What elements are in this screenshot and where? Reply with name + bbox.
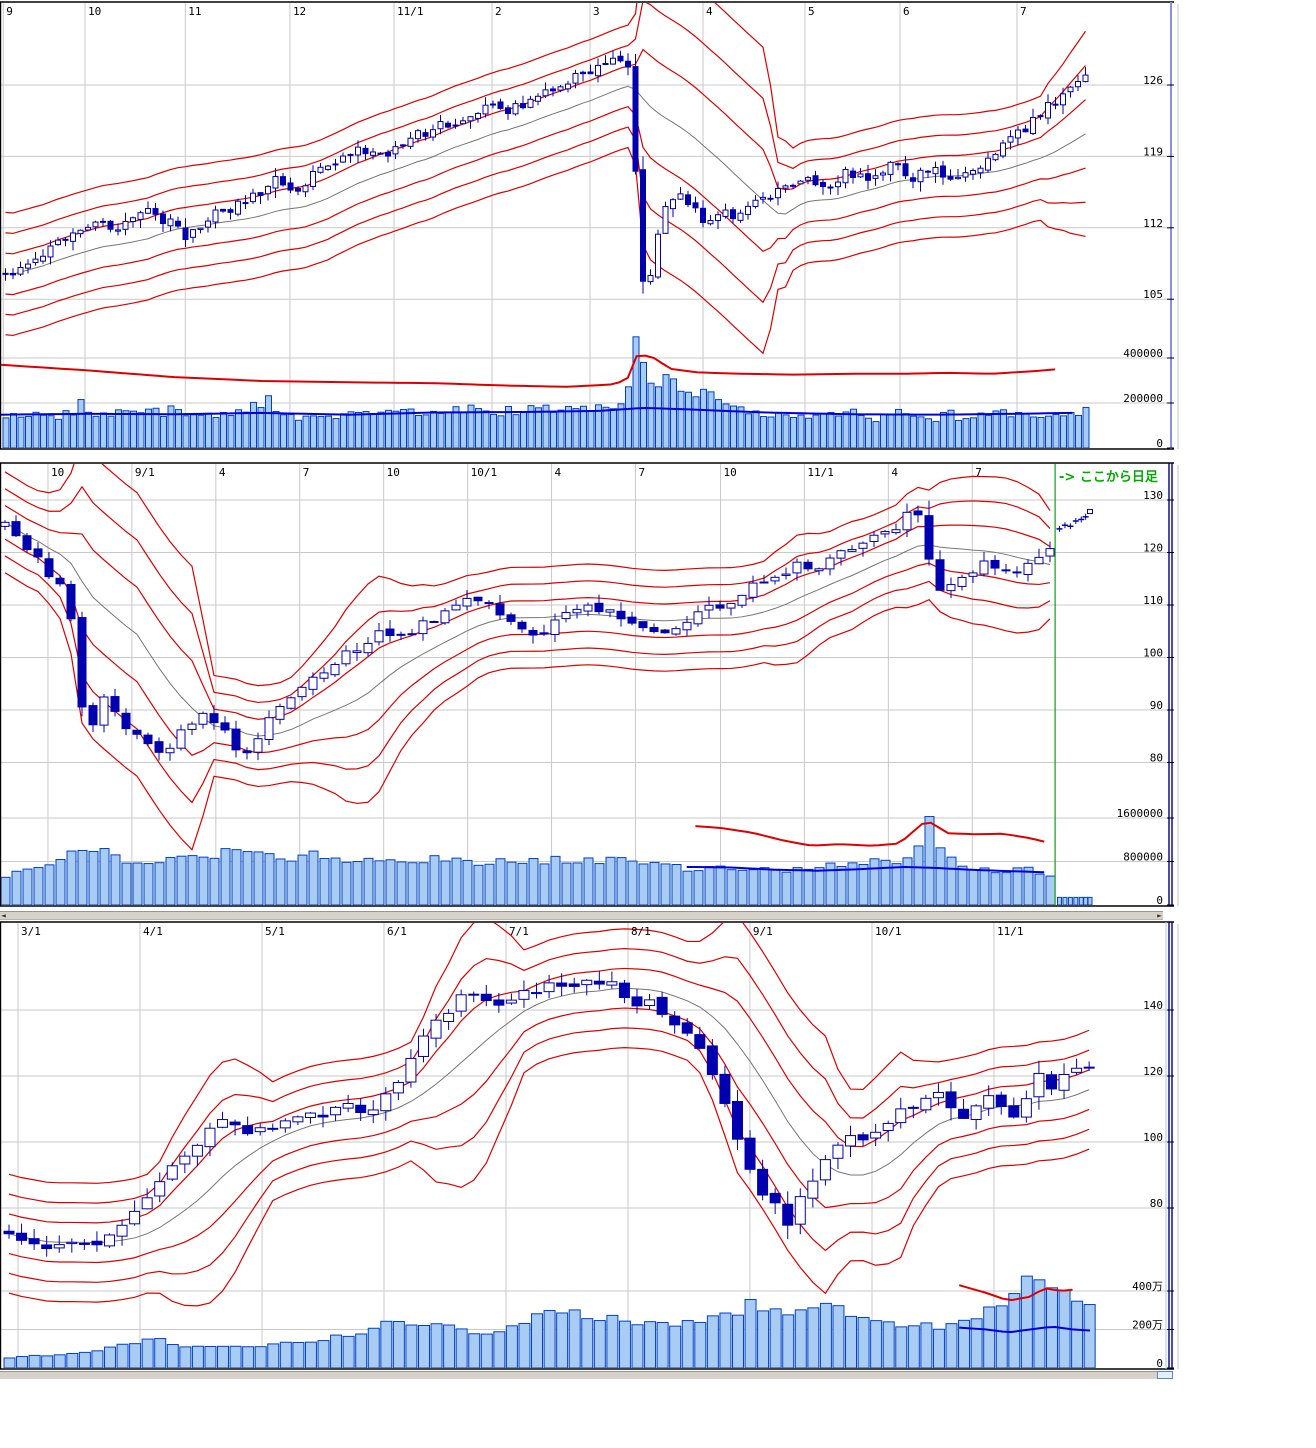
svg-text:100: 100 (1143, 1131, 1163, 1144)
svg-text:200万: 200万 (1132, 1319, 1163, 1332)
svg-text:140: 140 (1143, 999, 1163, 1012)
scrollbar-left-arrow-icon[interactable]: ◄ (1, 911, 6, 920)
svg-text:11/1: 11/1 (397, 5, 424, 18)
svg-text:9/1: 9/1 (135, 466, 155, 479)
svg-text:80: 80 (1150, 1197, 1163, 1210)
svg-text:11: 11 (188, 5, 201, 18)
svg-text:4/1: 4/1 (143, 925, 163, 938)
svg-text:6/1: 6/1 (387, 925, 407, 938)
svg-text:10: 10 (88, 5, 101, 18)
svg-text:5: 5 (808, 5, 815, 18)
svg-text:80: 80 (1150, 752, 1163, 765)
svg-text:200000: 200000 (1123, 392, 1163, 405)
horizontal-scrollbar-middle[interactable]: ◄ ► (0, 911, 1163, 920)
svg-text:7: 7 (975, 466, 982, 479)
svg-text:100: 100 (1143, 647, 1163, 660)
svg-text:0: 0 (1156, 1357, 1163, 1370)
svg-text:5/1: 5/1 (265, 925, 285, 938)
svg-text:4: 4 (891, 466, 898, 479)
svg-text:10/1: 10/1 (471, 466, 498, 479)
svg-text:4: 4 (706, 5, 713, 18)
daily-chart-series (0, 3, 1090, 448)
svg-text:3: 3 (593, 5, 600, 18)
svg-text:9/1: 9/1 (753, 925, 773, 938)
svg-text:126: 126 (1143, 74, 1163, 87)
svg-text:11/1: 11/1 (807, 466, 834, 479)
svg-text:120: 120 (1143, 542, 1163, 555)
svg-text:130: 130 (1143, 489, 1163, 502)
svg-text:7: 7 (303, 466, 310, 479)
weekly-chart-series (0, 464, 1093, 905)
svg-text:120: 120 (1143, 1065, 1163, 1078)
svg-text:0: 0 (1156, 894, 1163, 907)
svg-text:8/1: 8/1 (631, 925, 651, 938)
weekly-chart-panel: 10 9/1 4 7 10 10/1 4 7 10 11/1 4 7 130 120 110 100 90 80 1… (0, 462, 1179, 907)
monthly-chart-series (3, 923, 1096, 1368)
scrollbar-corner-box[interactable] (1157, 1371, 1173, 1379)
svg-text:1600000: 1600000 (1117, 807, 1163, 820)
scrollbar-right-arrow-icon[interactable]: ► (1157, 911, 1162, 920)
svg-text:7/1: 7/1 (509, 925, 529, 938)
horizontal-scrollbar-bottom[interactable] (0, 1371, 1173, 1379)
svg-text:4: 4 (219, 466, 226, 479)
svg-text:400万: 400万 (1132, 1280, 1163, 1293)
svg-text:6: 6 (903, 5, 910, 18)
monthly-chart-panel: 3/1 4/1 5/1 6/1 7/1 8/1 9/1 10/1 11/1 140 120 100 80… (0, 921, 1179, 1370)
svg-text:0: 0 (1156, 437, 1163, 450)
svg-text:7: 7 (1020, 5, 1027, 18)
svg-text:10: 10 (387, 466, 400, 479)
svg-text:119: 119 (1143, 145, 1163, 158)
svg-text:105: 105 (1143, 288, 1163, 301)
daily-from-here-annotation: -> ここから日足 (1059, 470, 1158, 485)
svg-text:7: 7 (638, 466, 645, 479)
svg-text:2: 2 (495, 5, 502, 18)
svg-text:4: 4 (555, 466, 562, 479)
svg-text:90: 90 (1150, 699, 1163, 712)
svg-text:400000: 400000 (1123, 347, 1163, 360)
svg-text:10/1: 10/1 (875, 925, 902, 938)
svg-text:112: 112 (1143, 217, 1163, 230)
svg-text:12: 12 (293, 5, 306, 18)
svg-text:9: 9 (6, 5, 13, 18)
svg-text:3/1: 3/1 (21, 925, 41, 938)
svg-text:800000: 800000 (1123, 851, 1163, 864)
daily-chart-panel: 9 10 11 12 11/1 2 3 4 5 6 7 126 119 112 105 400000 20000… (0, 1, 1179, 450)
svg-text:10: 10 (723, 466, 736, 479)
svg-text:11/1: 11/1 (997, 925, 1024, 938)
svg-text:10: 10 (51, 466, 64, 479)
svg-text:110: 110 (1143, 594, 1163, 607)
